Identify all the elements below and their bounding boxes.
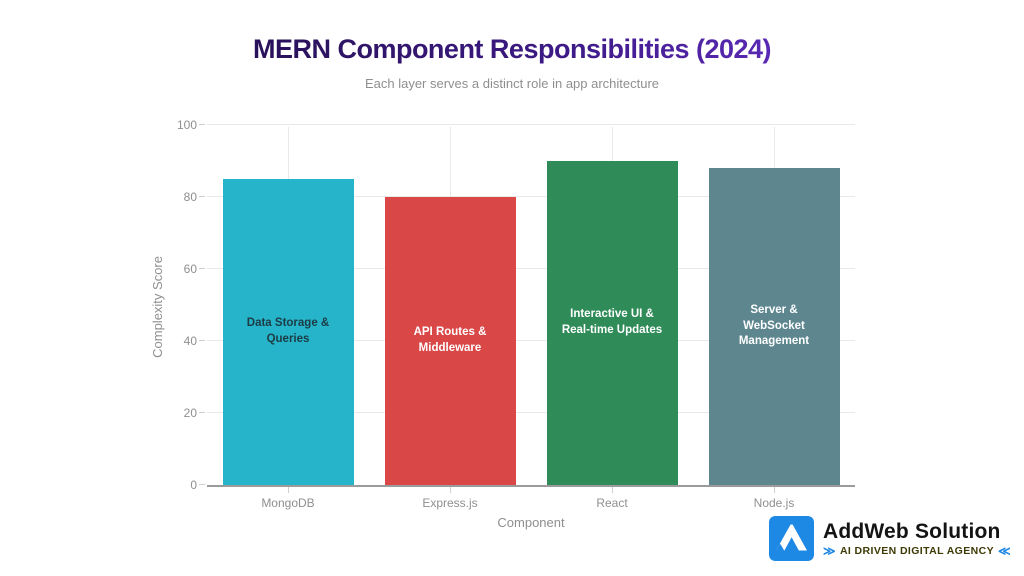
brand-name: AddWeb Solution xyxy=(822,520,1001,543)
y-tick-mark xyxy=(199,484,205,485)
x-tick-label: Express.js xyxy=(422,496,478,510)
bar-value-label: Server & WebSocket Management xyxy=(738,304,810,348)
y-gridline xyxy=(207,196,855,197)
x-tick-mark xyxy=(288,487,289,493)
y-tick-mark xyxy=(199,340,205,341)
y-gridline xyxy=(207,412,855,413)
y-tick-label: 80 xyxy=(183,190,197,204)
plot-area: 0 20 40 60 80 100 MongoDB Data Storage & Querie… xyxy=(177,118,855,510)
brand-footer: AddWeb Solution ≫ AI DRIVEN DIGITAL AGEN… xyxy=(768,516,1011,561)
y-tick-mark xyxy=(199,196,205,197)
tagline-right-icon: ≪ xyxy=(998,544,1011,558)
bar-node-js: Server & WebSocket Management xyxy=(708,168,840,485)
addweb-logo-icon xyxy=(768,516,814,561)
y-tick-label: 20 xyxy=(183,406,197,420)
brand-tagline-row: ≫ AI DRIVEN DIGITAL AGENCY ≪ xyxy=(823,545,1011,557)
x-tick-mark xyxy=(774,487,775,493)
y-tick-label: 60 xyxy=(183,262,197,276)
y-tick-mark xyxy=(199,124,205,125)
brand-tagline: AI DRIVEN DIGITAL AGENCY xyxy=(839,545,995,557)
y-gridline xyxy=(207,124,855,125)
x-tick-mark xyxy=(612,487,613,493)
bar-mongodb: Data Storage & Queries xyxy=(222,179,354,485)
chart-subtitle: Each layer serves a distinct role in app… xyxy=(364,76,660,91)
y-tick-label: 100 xyxy=(176,118,197,132)
x-tick-label: MongoDB xyxy=(261,496,315,510)
bar-react: Interactive UI & Real-time Updates xyxy=(546,161,678,485)
bar-value-label: Interactive UI & Real-time Updates xyxy=(561,308,663,336)
x-tick-label: React xyxy=(596,496,628,510)
x-axis-title: Component xyxy=(497,515,565,530)
x-tick-label: Node.js xyxy=(753,496,795,510)
bar-value-label: API Routes & Middleware xyxy=(413,326,487,354)
y-tick-mark xyxy=(199,268,205,269)
bar-express-js: API Routes & Middleware xyxy=(384,197,516,485)
bar-value-label: Data Storage & Queries xyxy=(246,317,330,345)
y-axis-title-wrap: Complexity Score xyxy=(146,127,168,487)
y-gridline xyxy=(207,268,855,269)
brand-text: AddWeb Solution ≫ AI DRIVEN DIGITAL AGEN… xyxy=(823,520,1011,557)
y-tick-label: 0 xyxy=(190,478,197,492)
chart-title: MERN Component Responsibilities (2024) xyxy=(0,34,1024,65)
y-tick-label: 40 xyxy=(183,334,197,348)
x-tick-mark xyxy=(450,487,451,493)
y-gridline xyxy=(207,340,855,341)
tagline-left-icon: ≫ xyxy=(822,544,836,558)
y-tick-mark xyxy=(199,412,205,413)
